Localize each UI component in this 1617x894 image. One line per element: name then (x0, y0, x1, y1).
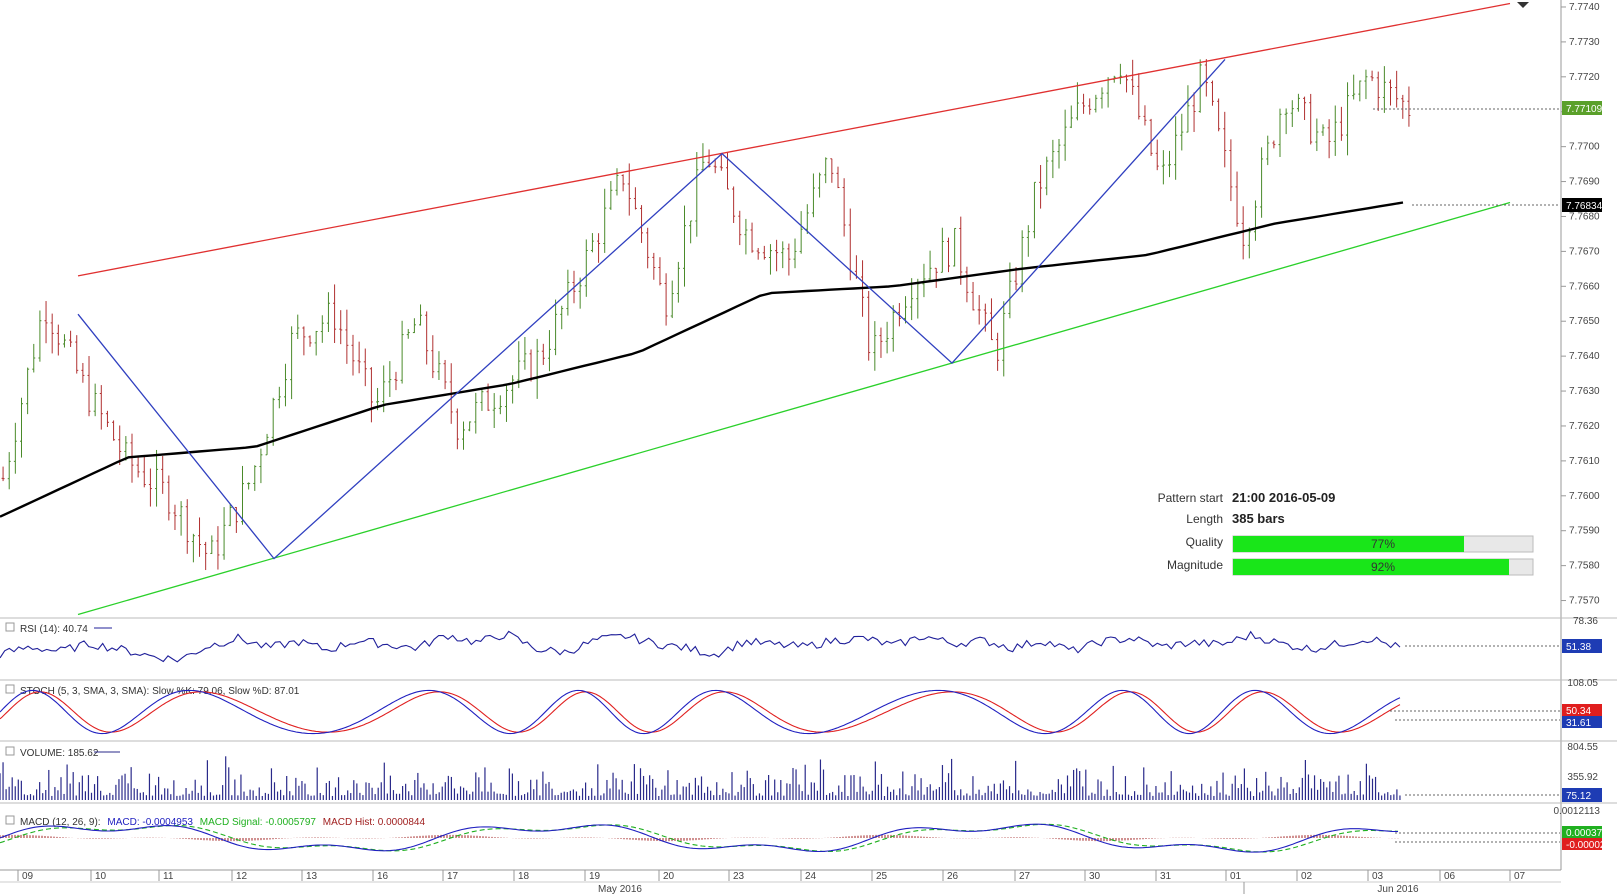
month-label-may: May 2016 (598, 884, 642, 894)
price-tick-label: 7.7670 (1569, 246, 1600, 257)
channel-upper-line (77, 2, 1511, 277)
date-tick-label: 02 (1301, 871, 1313, 882)
ma-value-label: 7.76834 (1566, 201, 1603, 212)
rsi-value-label: 51.38 (1566, 642, 1591, 653)
macd-header: MACD (12, 26, 9): MACD: -0.0004953 MACD … (20, 817, 425, 828)
date-tick-label: 03 (1372, 871, 1384, 882)
pattern-start-value: 21:00 2016-05-09 (1232, 490, 1335, 505)
pattern-info-panel: Pattern start 21:00 2016-05-09 Length 38… (1158, 490, 1534, 576)
date-tick-label: 18 (518, 871, 530, 882)
volume-value-label: 75.12 (1566, 791, 1591, 802)
stoch-d-line (0, 691, 1401, 733)
date-tick-label: 07 (1514, 871, 1526, 882)
quality-bar-fill (1233, 536, 1464, 552)
current-price-label: 7.77109 (1566, 104, 1603, 115)
price-tick-label: 7.7740 (1569, 2, 1600, 13)
price-tick-label: 7.7730 (1569, 37, 1600, 48)
price-tick-label: 7.7610 (1569, 456, 1600, 467)
volume-tick-top: 804.55 (1567, 742, 1598, 753)
macd-hist-value: -0.0000246 (1566, 840, 1617, 851)
magnitude-bar-value: 92% (1371, 560, 1395, 574)
rsi-line (0, 630, 1401, 663)
date-tick-label: 23 (733, 871, 745, 882)
pattern-length-value: 385 bars (1232, 511, 1285, 526)
stoch-collapse-icon[interactable] (5, 684, 15, 694)
price-tick-label: 7.7720 (1569, 72, 1600, 83)
date-tick-label: 09 (22, 871, 34, 882)
date-tick-label: 17 (447, 871, 459, 882)
date-tick-label: 11 (163, 871, 174, 882)
main-panel (0, 2, 1560, 616)
date-tick-label: 31 (1160, 871, 1172, 882)
macd-panel: MACD (12, 26, 9): MACD: -0.0004953 MACD … (0, 806, 1617, 853)
price-tick-label: 7.7580 (1569, 561, 1600, 572)
price-tick-label: 7.7630 (1569, 386, 1600, 397)
stoch-k-line (0, 689, 1401, 735)
pattern-start-label: Pattern start (1158, 491, 1224, 505)
magnitude-bar-fill (1233, 559, 1509, 575)
date-tick-label: 01 (1230, 871, 1242, 882)
date-tick-label: 10 (95, 871, 107, 882)
pattern-zigzag-line (77, 58, 1226, 560)
date-tick-label: 26 (947, 871, 959, 882)
price-tick-label: 7.7570 (1569, 596, 1600, 607)
ma-value-badge: 7.76834 (1562, 198, 1603, 212)
stoch-d-value: 31.61 (1566, 718, 1591, 729)
pattern-quality-label: Quality (1186, 535, 1223, 549)
rsi-collapse-icon[interactable] (5, 622, 15, 632)
month-label-jun: Jun 2016 (1377, 884, 1419, 894)
rsi-header: RSI (14): 40.74 (20, 624, 88, 635)
volume-panel: VOLUME: 185.62 804.55 355.92 75.12 (0, 742, 1602, 802)
stoch-header: STOCH (5, 3, SMA, 3, SMA): Slow %K: 79.0… (20, 686, 300, 697)
date-tick-label: 13 (306, 871, 318, 882)
date-tick-label: 30 (1089, 871, 1101, 882)
macd-header-name: MACD (12, 26, 9): (20, 817, 101, 828)
date-tick-label: 12 (236, 871, 248, 882)
date-tick-label: 20 (663, 871, 675, 882)
price-tick-label: 7.7590 (1569, 526, 1600, 537)
date-tick-label: 06 (1444, 871, 1456, 882)
macd-header-signal: MACD Signal: -0.0005797 (200, 817, 317, 828)
macd-value: 0.0003712 (1566, 828, 1614, 839)
macd-collapse-icon[interactable] (5, 815, 15, 825)
date-tick-label: 25 (876, 871, 888, 882)
rsi-panel: RSI (14): 40.74 78.36 51.38 (0, 616, 1602, 663)
price-tick-label: 7.7620 (1569, 421, 1600, 432)
scroll-arrow-icon[interactable] (1517, 2, 1529, 8)
moving-average-line (0, 201, 1404, 518)
price-tick-label: 7.7650 (1569, 316, 1600, 327)
quality-bar-value: 77% (1371, 537, 1395, 551)
candles-layer (1, 59, 1411, 571)
date-tick-label: 27 (1019, 871, 1031, 882)
date-tick-label: 16 (377, 871, 389, 882)
volume-tick-mid: 355.92 (1567, 772, 1598, 783)
time-axis: 09 10 11 12 13 16 17 18 19 20 23 24 25 26 27 30 31 01 02 03… (17, 870, 1526, 882)
macd-header-hist: MACD Hist: 0.0000844 (323, 817, 426, 828)
current-price-badge: 7.77109 (1562, 101, 1603, 115)
stoch-panel: STOCH (5, 3, SMA, 3, SMA): Slow %K: 79.0… (0, 678, 1602, 735)
date-tick-label: 24 (805, 871, 817, 882)
price-tick-label: 7.7680 (1569, 211, 1600, 222)
stoch-k-value: 50.34 (1566, 706, 1591, 717)
price-tick-label: 7.7690 (1569, 177, 1600, 188)
macd-header-value: MACD: -0.0004953 (107, 817, 193, 828)
rsi-tick: 78.36 (1573, 616, 1598, 627)
stoch-tick: 108.05 (1567, 678, 1598, 689)
macd-tick: 0.0012113 (1553, 806, 1600, 817)
pattern-magnitude-label: Magnitude (1167, 558, 1223, 572)
pattern-length-label: Length (1186, 512, 1223, 526)
volume-header: VOLUME: 185.62 (20, 748, 99, 759)
volume-collapse-icon[interactable] (5, 746, 15, 756)
price-tick-label: 7.7700 (1569, 142, 1600, 153)
price-tick-label: 7.7600 (1569, 491, 1600, 502)
price-tick-label: 7.7640 (1569, 351, 1600, 362)
macd-line (0, 823, 1399, 853)
price-tick-label: 7.7660 (1569, 281, 1600, 292)
channel-lower-line (77, 201, 1511, 616)
date-tick-label: 19 (589, 871, 601, 882)
volume-bars (0, 756, 1401, 800)
